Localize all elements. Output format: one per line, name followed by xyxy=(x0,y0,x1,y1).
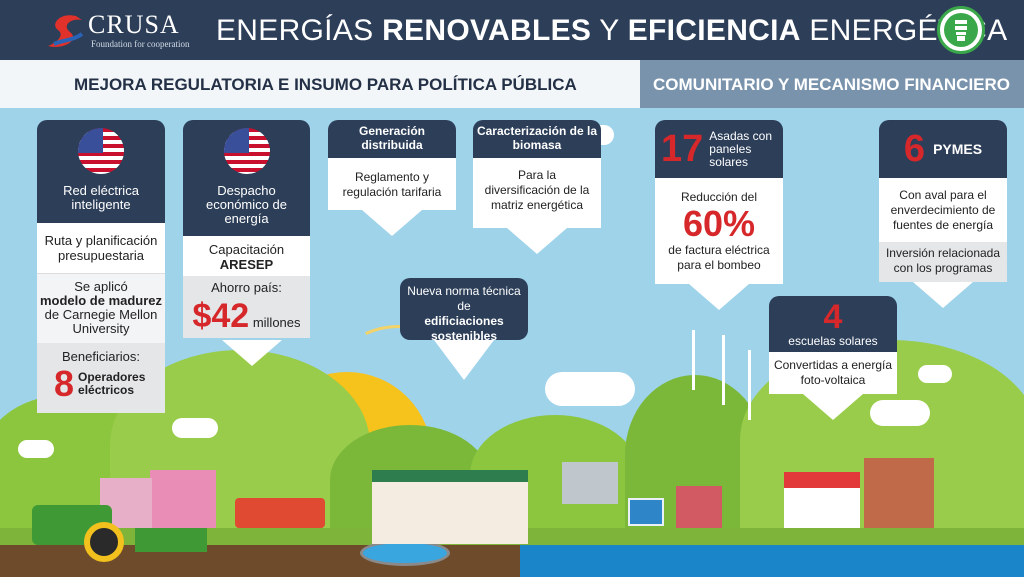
cloud xyxy=(172,418,218,438)
card-header: Generación distribuida xyxy=(328,120,456,158)
section-title-left: MEJORA REGULATORIA E INSUMO PARA POLÍTIC… xyxy=(74,75,577,94)
asadas-count: 17 xyxy=(661,127,704,170)
card-title: escuelas solares xyxy=(788,334,878,348)
page-title: ENERGÍAS RENOVABLES Y EFICIENCIA ENERGÉT… xyxy=(216,14,1008,47)
beneficiaries-text: Operadores eléctricos xyxy=(78,370,146,397)
card-detail: Se aplicó modelo de madurez de Carnegie … xyxy=(37,273,165,343)
card-title: PYMES xyxy=(933,141,983,157)
beneficiaries-label: Beneficiarios: xyxy=(61,349,141,364)
us-flag-icon xyxy=(223,128,270,174)
lake xyxy=(520,545,1024,577)
card-norma: Nueva norma técnica de edificiaciones so… xyxy=(400,278,528,343)
beneficiaries-box: Beneficiarios: 8 Operadores eléctricos xyxy=(37,343,165,413)
training-label: Capacitación xyxy=(208,242,285,257)
card-pointer xyxy=(434,340,494,380)
detail-line: de Carnegie Mellon University xyxy=(44,307,158,336)
savings-label: Ahorro país: xyxy=(211,280,282,295)
norma-text: Nueva norma técnica de xyxy=(407,284,521,313)
card-header: Despacho económico de energía xyxy=(183,120,310,236)
wind-turbine-icon xyxy=(722,335,725,405)
card-biomasa: Caracterización de la biomasa Para la di… xyxy=(473,120,601,228)
investment-box: Inversión relacionada con los programas xyxy=(879,242,1007,282)
dam xyxy=(562,462,618,504)
logo-tagline: Foundation for cooperation xyxy=(91,39,190,49)
card-header: Red eléctrica inteligente xyxy=(37,120,165,223)
card-generacion: Generación distribuida Reglamento y regu… xyxy=(328,120,456,210)
card-pointer xyxy=(507,228,567,254)
card-pointer xyxy=(803,394,863,420)
logo xyxy=(0,0,200,60)
logo-wordmark: CRUSA xyxy=(88,10,180,39)
card-pointer xyxy=(689,284,749,310)
crusa-logo-icon xyxy=(48,15,84,47)
solar-panel-icon xyxy=(628,498,664,526)
beneficiaries-count: 8 xyxy=(53,363,75,404)
card-pymes: 6 PYMES Con aval para el enverdecimiento… xyxy=(879,120,1007,282)
card-title: Asadas con paneles solares xyxy=(709,128,772,169)
card-body: Reducción del 60% de factura eléctrica p… xyxy=(655,178,783,284)
card-red-electrica: Red eléctrica inteligente Ruta y planifi… xyxy=(37,120,165,413)
card-header: 17 Asadas con paneles solares xyxy=(655,120,783,178)
beneficiaries-row: 8 Operadores eléctricos xyxy=(37,366,165,402)
card-pointer xyxy=(913,282,973,308)
savings-row: $42 millones xyxy=(183,297,310,336)
pymes-count: 6 xyxy=(903,127,926,170)
schools-count: 4 xyxy=(823,298,843,336)
card-body: Convertidas a energía foto-voltaica xyxy=(769,352,897,394)
card-header: 6 PYMES xyxy=(879,120,1007,178)
wind-turbine-icon xyxy=(748,350,751,420)
card-despacho: Despacho económico de energía Capacitaci… xyxy=(183,120,310,338)
lightbulb-icon xyxy=(937,6,985,54)
card-title: Despacho económico de energía xyxy=(206,183,287,226)
store-building xyxy=(372,470,528,544)
training-org: ARESEP xyxy=(219,257,274,272)
tractor-wheel xyxy=(84,522,124,562)
card-pointer xyxy=(222,340,282,366)
pink-house xyxy=(150,470,216,528)
red-house xyxy=(676,486,722,528)
detail-bold: modelo de madurez xyxy=(39,293,163,308)
card-header: Nueva norma técnica de edificiaciones so… xyxy=(400,278,528,343)
savings-value: $42 xyxy=(192,297,250,335)
reduction-label: Reducción del xyxy=(680,190,758,204)
wind-turbine-icon xyxy=(692,330,695,390)
us-flag-icon xyxy=(78,128,124,174)
section-title-right: COMUNITARIO Y MECANISMO FINANCIERO xyxy=(653,75,1011,94)
card-pointer xyxy=(362,210,422,236)
brick-house xyxy=(864,458,934,528)
savings-unit: millones xyxy=(252,315,301,330)
card-header: 4 escuelas solares xyxy=(769,296,897,352)
detail-line: Se aplicó xyxy=(74,279,128,294)
card-escuelas: 4 escuelas solares Convertidas a energía… xyxy=(769,296,897,394)
truck-icon xyxy=(235,498,325,528)
norma-bold: edificiaciones sostenibles xyxy=(424,314,504,343)
card-body: Para la diversificación de la matriz ene… xyxy=(473,158,601,228)
card-body: Ruta y planificación presupuestaria xyxy=(37,223,165,273)
reduction-text: de factura eléctrica para el bombeo xyxy=(668,243,770,272)
cart-icon xyxy=(135,528,207,552)
section-header-right: COMUNITARIO Y MECANISMO FINANCIERO xyxy=(640,60,1024,108)
card-asadas: 17 Asadas con paneles solares Reducción … xyxy=(655,120,783,284)
cloud xyxy=(18,440,54,458)
section-header-left: MEJORA REGULATORIA E INSUMO PARA POLÍTIC… xyxy=(0,60,640,108)
cloud xyxy=(870,400,930,426)
savings-box: Ahorro país: $42 millones xyxy=(183,276,310,338)
card-header: Caracterización de la biomasa xyxy=(473,120,601,158)
card-title: Red eléctrica inteligente xyxy=(63,183,139,212)
card-body: Reglamento y regulación tarifaria xyxy=(328,158,456,210)
reduction-percent: 60% xyxy=(682,203,756,244)
card-body: Con aval para el enverdecimiento de fuen… xyxy=(879,178,1007,242)
school-building xyxy=(784,472,860,528)
card-body: Capacitación ARESEP xyxy=(183,236,310,276)
cloud xyxy=(918,365,952,383)
cloud xyxy=(545,372,635,406)
